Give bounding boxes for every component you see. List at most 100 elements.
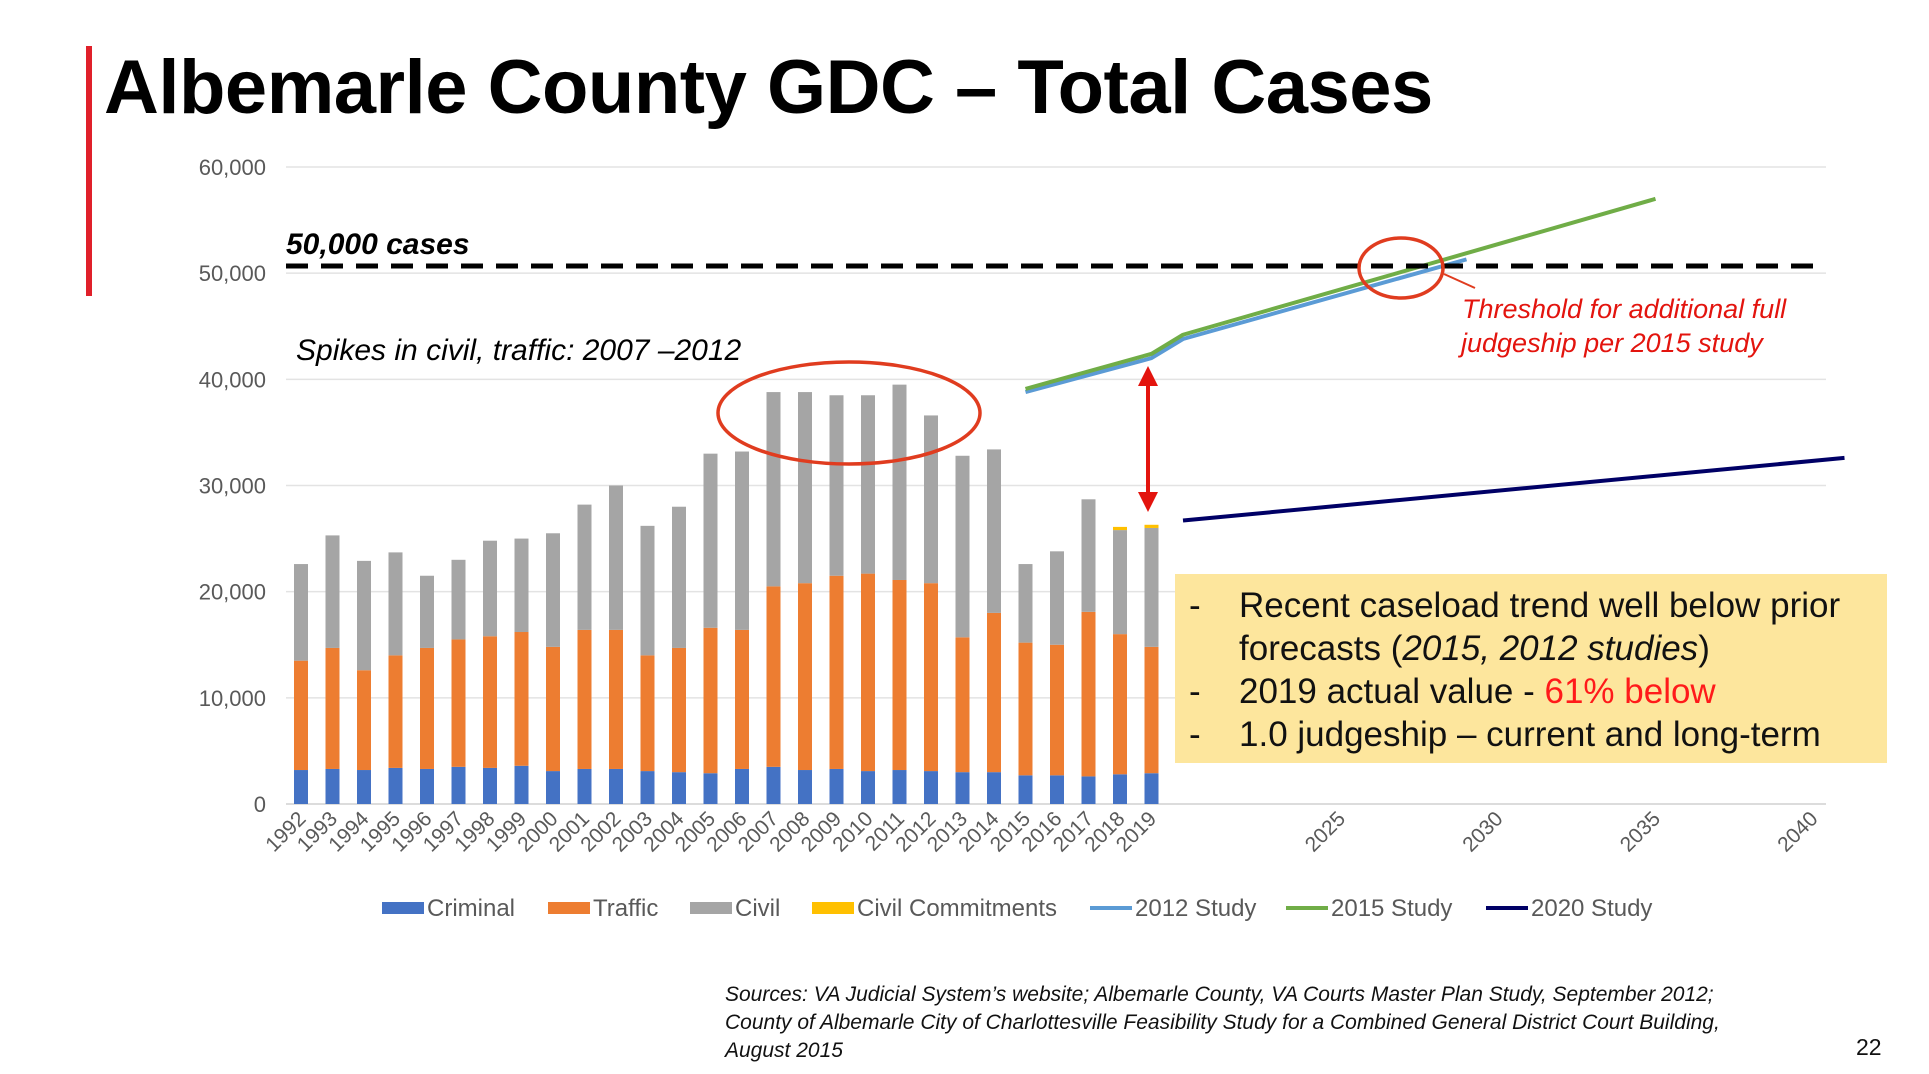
bar-civil xyxy=(388,552,403,656)
threshold-pointer-line xyxy=(1443,273,1476,289)
bar-civil xyxy=(955,455,970,638)
bar-criminal xyxy=(1144,773,1159,804)
bar-civil xyxy=(546,533,560,647)
bar-civil xyxy=(798,392,812,584)
bar-civil xyxy=(829,395,844,576)
bar-criminal xyxy=(420,768,434,804)
bar-criminal xyxy=(609,768,623,804)
bar-traffic xyxy=(766,586,781,767)
bar-criminal xyxy=(892,770,907,804)
legend-swatch xyxy=(690,902,732,914)
x-tick-label: 2040 xyxy=(1773,807,1822,856)
legend-label: 2015 Study xyxy=(1331,895,1452,922)
bar-traffic xyxy=(987,612,1001,773)
bar-civil xyxy=(1050,551,1064,645)
bar-criminal xyxy=(294,770,308,804)
legend-label: 2012 Study xyxy=(1135,895,1256,922)
bar-civil xyxy=(1081,499,1096,612)
bar-criminal xyxy=(924,771,938,804)
bar-civil-commitments xyxy=(1144,524,1159,528)
bar-traffic xyxy=(829,575,844,769)
bar-traffic xyxy=(798,583,812,771)
bar-criminal xyxy=(1018,775,1033,804)
bar-civil xyxy=(703,453,718,628)
bar-criminal xyxy=(1050,775,1064,804)
legend-label: Civil xyxy=(735,895,780,922)
bar-criminal xyxy=(325,768,340,804)
bar-civil xyxy=(1144,527,1159,647)
y-axis-ticks: 0 10,000 20,000 30,000 40,000 50,000 60,000 xyxy=(199,155,266,817)
bar-criminal xyxy=(1081,776,1096,804)
bar-criminal xyxy=(672,772,686,804)
bar-traffic xyxy=(609,629,623,769)
bar-traffic xyxy=(546,646,560,772)
bar-traffic xyxy=(1050,644,1064,776)
bar-criminal xyxy=(861,771,875,804)
bar-traffic xyxy=(388,655,403,768)
bar-civil xyxy=(892,384,907,580)
legend-swatch xyxy=(548,902,590,914)
sources-text: Sources: VA Judicial System’s website; A… xyxy=(725,983,1720,1062)
threshold-label: 50,000 cases xyxy=(286,228,470,261)
bar-civil xyxy=(1018,564,1033,643)
bar-civil xyxy=(1113,530,1127,635)
legend-label: Civil Commitments xyxy=(857,895,1057,922)
bar-traffic xyxy=(735,629,749,769)
chart-legend: Criminal Traffic Civil Civil Commitments 201… xyxy=(382,895,1652,922)
bar-criminal xyxy=(546,771,560,804)
bar-criminal xyxy=(735,768,749,804)
legend-label: 2020 Study xyxy=(1531,895,1652,922)
threshold-annotation-line2: judgeship per 2015 study xyxy=(1457,328,1764,358)
bar-criminal xyxy=(640,771,655,804)
bar-civil xyxy=(420,575,434,648)
bar-criminal xyxy=(357,770,371,804)
y-tick-label: 50,000 xyxy=(199,261,266,286)
y-tick-label: 20,000 xyxy=(199,580,266,605)
bar-civil xyxy=(294,564,308,661)
percent-below-value: 61% below xyxy=(1544,672,1716,711)
chart-bars xyxy=(294,384,1159,804)
x-axis-ticks: 1992199319941995199619971998199920002001… xyxy=(261,807,1822,857)
accent-bar xyxy=(86,46,92,296)
bar-traffic xyxy=(1081,611,1096,777)
bar-criminal xyxy=(514,765,529,804)
y-tick-label: 10,000 xyxy=(199,686,266,711)
legend-label: Traffic xyxy=(593,895,658,922)
bar-civil xyxy=(861,395,875,574)
bar-criminal xyxy=(798,770,812,804)
bar-criminal xyxy=(703,773,718,804)
line-2020-study xyxy=(1182,455,1845,523)
bar-criminal xyxy=(577,768,592,804)
bar-civil xyxy=(735,451,749,630)
y-tick-label: 30,000 xyxy=(199,474,266,499)
callout-bullet-2: - 2019 actual value - 61% below xyxy=(1189,672,1716,711)
x-tick-label: 2035 xyxy=(1616,807,1665,856)
bar-traffic xyxy=(703,627,718,774)
bar-traffic xyxy=(640,655,655,772)
gap-double-arrow xyxy=(1138,366,1158,512)
page-number: 22 xyxy=(1856,1034,1882,1060)
bar-traffic xyxy=(325,647,340,769)
threshold-annotation-line1: Threshold for additional full xyxy=(1462,294,1787,324)
legend-swatch xyxy=(812,902,854,914)
bar-criminal xyxy=(451,766,466,804)
bar-criminal xyxy=(766,766,781,804)
y-tick-label: 60,000 xyxy=(199,155,266,180)
x-tick-label: 2030 xyxy=(1458,807,1507,856)
bar-traffic xyxy=(861,573,875,772)
bar-criminal xyxy=(987,772,1001,804)
bar-civil xyxy=(609,485,623,630)
bar-traffic xyxy=(1144,646,1159,774)
bar-civil xyxy=(640,525,655,656)
line-2012-study xyxy=(1024,257,1468,395)
bar-traffic xyxy=(1113,634,1127,775)
bar-civil xyxy=(924,415,938,584)
slide-title: Albemarle County GDC – Total Cases xyxy=(104,45,1433,130)
bar-traffic xyxy=(1018,642,1033,776)
bar-traffic xyxy=(420,647,434,769)
bar-civil xyxy=(514,538,529,633)
bar-civil xyxy=(987,449,1001,613)
spikes-annotation: Spikes in civil, traffic: 2007 –2012 xyxy=(296,334,742,367)
callout-bullet-1: - Recent caseload trend well below prior xyxy=(1189,586,1841,625)
